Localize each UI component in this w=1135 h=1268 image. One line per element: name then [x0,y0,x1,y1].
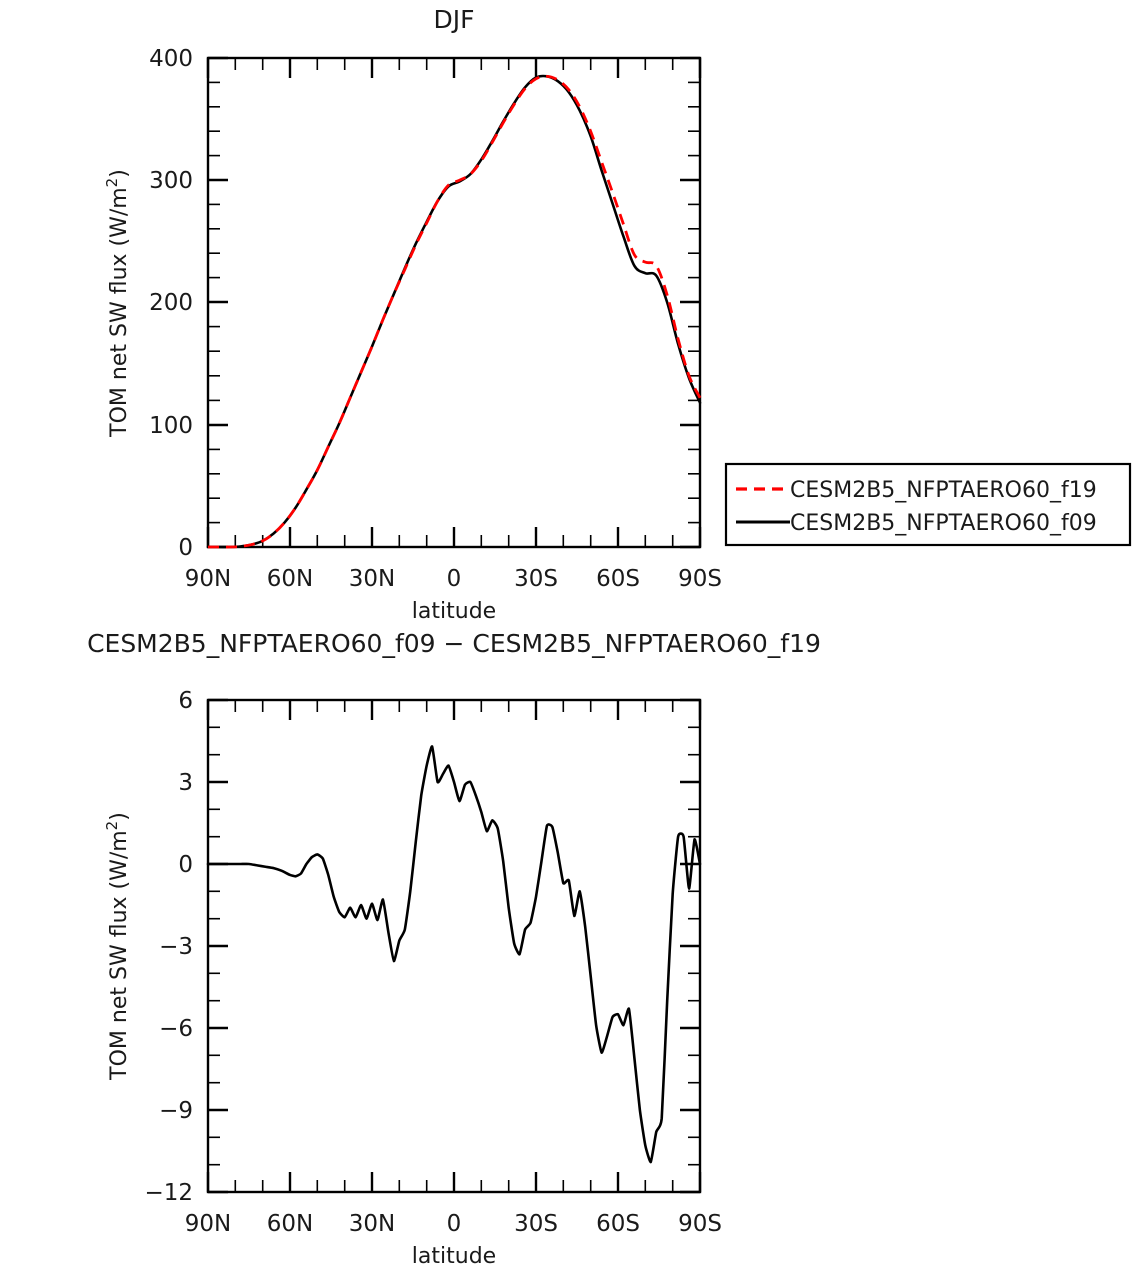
bottom-y-ticklabel-0: 0 [178,852,193,878]
bottom-y-ticklabel-m3: −3 [159,934,193,960]
top-y-ticklabel-0: 0 [178,535,193,561]
bottom-x-ticklabel-60N: 60N [267,1211,313,1237]
bottom-y-ticklabel-m6: −6 [159,1016,193,1042]
top-y-axis-title-tail: ) [107,169,132,178]
top-x-ticklabels: 90N 60N 30N 0 30S 60S 90S [185,566,722,592]
top-y-axis-title-main: TOM net SW flux (W/m [107,187,132,438]
bottom-y-ticks [208,700,700,1192]
bottom-x-axis-title: latitude [412,1244,496,1268]
bottom-y-axis-title-sup: 2 [103,821,121,831]
top-y-axis-title-sup: 2 [103,178,121,188]
top-x-ticks [208,58,700,547]
top-y-ticklabel-300: 300 [149,168,193,194]
bottom-x-ticklabel-30S: 30S [514,1211,558,1237]
bottom-x-ticklabel-0: 0 [447,1211,462,1237]
bottom-x-ticklabel-60S: 60S [596,1211,640,1237]
top-x-ticklabel-30N: 30N [349,566,395,592]
top-x-ticklabel-90S: 90S [678,566,722,592]
top-x-ticklabel-30S: 30S [514,566,558,592]
bottom-y-axis-title-tail: ) [107,812,132,821]
bottom-panel-title: CESM2B5_NFPTAERO60_f09 − CESM2B5_NFPTAER… [87,629,821,658]
top-panel-title: DJF [433,5,474,34]
top-x-ticklabel-90N: 90N [185,566,231,592]
bottom-x-ticklabel-90S: 90S [678,1211,722,1237]
bottom-y-ticklabel-6: 6 [178,688,193,714]
bottom-x-ticklabel-30N: 30N [349,1211,395,1237]
bottom-x-ticklabel-90N: 90N [185,1211,231,1237]
top-y-axis-title: TOM net SW flux (W/m2) [103,169,132,438]
svg-text:TOM net SW flux (W/m2): TOM net SW flux (W/m2) [103,169,132,438]
bottom-y-axis-title-main: TOM net SW flux (W/m [107,830,132,1081]
bottom-y-ticklabel-3: 3 [178,770,193,796]
top-panel: DJF TOM net SW flux (W/m2) [0,0,1135,640]
bottom-y-ticklabel-m9: −9 [159,1098,193,1124]
legend: CESM2B5_NFPTAERO60_f19 CESM2B5_NFPTAERO6… [726,464,1130,545]
bottom-y-ticklabel-m12: −12 [144,1180,193,1206]
svg-text:TOM net SW flux (W/m2): TOM net SW flux (W/m2) [103,812,132,1081]
top-series-f09-line [208,76,700,547]
bottom-panel: CESM2B5_NFPTAERO60_f09 − CESM2B5_NFPTAER… [0,620,1135,1268]
top-series-f19-line [208,76,700,547]
figure-root: DJF TOM net SW flux (W/m2) [0,0,1135,1268]
bottom-plot-frame [208,700,700,1192]
top-y-ticklabel-400: 400 [149,46,193,72]
bottom-y-ticklabels: 6 3 0 −3 −6 −9 −12 [144,688,193,1206]
top-y-ticklabel-100: 100 [149,413,193,439]
legend-label-f09: CESM2B5_NFPTAERO60_f09 [790,511,1097,536]
top-y-ticklabels: 400 300 200 100 0 [149,46,193,561]
legend-label-f19: CESM2B5_NFPTAERO60_f19 [790,478,1097,503]
top-plot-frame [208,58,700,547]
top-x-ticklabel-0: 0 [447,566,462,592]
top-y-ticks [208,58,700,547]
top-y-ticklabel-200: 200 [149,290,193,316]
bottom-series-diff-line [208,746,700,1162]
top-x-ticklabel-60S: 60S [596,566,640,592]
bottom-x-ticklabels: 90N 60N 30N 0 30S 60S 90S [185,1211,722,1237]
bottom-x-ticks [208,700,700,1192]
bottom-y-axis-title: TOM net SW flux (W/m2) [103,812,132,1081]
top-x-ticklabel-60N: 60N [267,566,313,592]
